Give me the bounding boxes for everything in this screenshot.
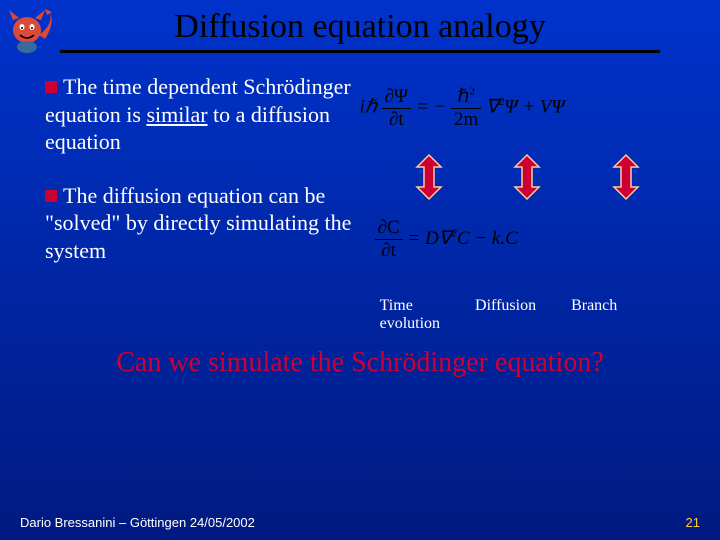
labels-row: Time evolution Diffusion Branch <box>355 289 690 333</box>
eq1-hbar2: ℏ <box>457 86 469 107</box>
eq2-num1: ∂C <box>375 217 403 240</box>
footer: Dario Bressanini – Göttingen 24/05/2002 … <box>20 515 700 530</box>
question-text: Can we simulate the Schrödinger equation… <box>0 347 720 379</box>
eq2-den1: ∂t <box>375 240 403 262</box>
eq1-sup2: 2 <box>469 86 475 98</box>
eq1-ihbar: iℏ <box>360 96 377 117</box>
label-time-a: Time <box>380 297 413 314</box>
bullet-square-icon <box>45 81 57 93</box>
double-arrow-icon <box>411 153 447 201</box>
eq1-den1: ∂t <box>382 109 411 131</box>
left-column: The time dependent Schrödinger equation … <box>45 73 355 333</box>
eq2-tail: C − k.C <box>457 228 518 249</box>
eq1-eq: = − <box>416 96 446 117</box>
slide-title: Diffusion equation analogy <box>0 0 720 46</box>
eq1-tail: Ψ + VΨ <box>504 96 565 117</box>
bullet-1-similar: similar <box>146 102 207 127</box>
bullet-2: The diffusion equation can be "solved" b… <box>45 182 355 265</box>
label-branch: Branch <box>571 297 617 333</box>
page-number: 21 <box>686 515 700 530</box>
bullet-2-text: The diffusion equation can be "solved" b… <box>45 183 351 263</box>
arrows-row <box>355 153 690 209</box>
bullet-1: The time dependent Schrödinger equation … <box>45 73 355 156</box>
eq2-mid: = D∇ <box>407 228 451 249</box>
label-time: Time evolution <box>380 297 440 333</box>
content-area: The time dependent Schrödinger equation … <box>0 53 720 333</box>
diffusion-equation: ∂C∂t = D∇2C − k.C <box>355 209 690 279</box>
right-column: iℏ ∂Ψ∂t = − ℏ22m ∇2Ψ + VΨ ∂C∂t = D∇2C − … <box>355 73 690 333</box>
eq1-num1: ∂Ψ <box>382 86 411 109</box>
double-arrow-icon <box>608 153 644 201</box>
schrodinger-equation: iℏ ∂Ψ∂t = − ℏ22m ∇2Ψ + VΨ <box>355 73 690 143</box>
label-diffusion: Diffusion <box>475 297 536 333</box>
devil-mascot-icon <box>5 5 60 55</box>
eq1-den2: 2m <box>451 109 481 131</box>
bullet-square-icon <box>45 190 57 202</box>
eq1-nabla: ∇ <box>486 96 499 117</box>
label-time-b: evolution <box>380 315 440 332</box>
double-arrow-icon <box>509 153 545 201</box>
footer-author: Dario Bressanini – Göttingen 24/05/2002 <box>20 515 255 530</box>
